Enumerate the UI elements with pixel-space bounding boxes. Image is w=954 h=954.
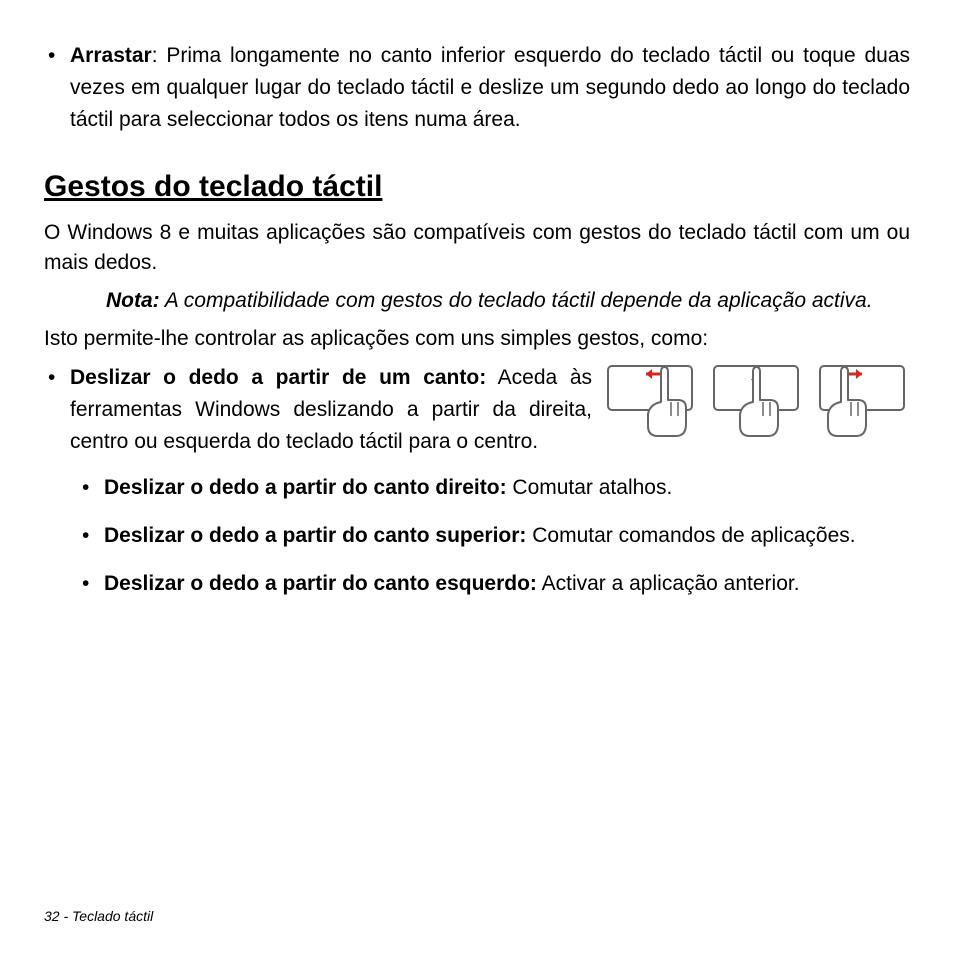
lead-paragraph: Isto permite-lhe controlar as aplicações… bbox=[44, 324, 910, 354]
note-text: A compatibilidade com gestos do teclado … bbox=[160, 289, 873, 312]
bullet-content: Comutar atalhos. bbox=[507, 476, 673, 499]
bullet-marker: • bbox=[44, 40, 70, 72]
swipe-right-icon bbox=[814, 364, 910, 440]
bullet-text: Deslizar o dedo a partir do canto esquer… bbox=[104, 568, 910, 600]
bullet-text: Deslizar o dedo a partir do canto direit… bbox=[104, 472, 910, 504]
note-block: Nota: A compatibilidade com gestos do te… bbox=[106, 286, 910, 316]
bullet-marker: • bbox=[78, 472, 104, 504]
bullet-swipe-left: • Deslizar o dedo a partir do canto esqu… bbox=[78, 568, 910, 600]
bullet-content: : Prima longamente no canto inferior esq… bbox=[70, 44, 910, 131]
bullet-label: Deslizar o dedo a partir do canto esquer… bbox=[104, 572, 537, 595]
bullet-marker: • bbox=[78, 520, 104, 552]
bullet-marker: • bbox=[78, 568, 104, 600]
swipe-left-icon bbox=[602, 364, 698, 440]
bullet-swipe-right: • Deslizar o dedo a partir do canto dire… bbox=[78, 472, 910, 504]
section-heading: Gestos do teclado táctil bbox=[44, 170, 910, 204]
bullet-label: Deslizar o dedo a partir de um canto: bbox=[70, 366, 486, 389]
bullet-marker: • bbox=[44, 362, 70, 394]
note-label: Nota: bbox=[106, 289, 160, 312]
bullet-swipe-top: • Deslizar o dedo a partir do canto supe… bbox=[78, 520, 910, 552]
bullet-label: Deslizar o dedo a partir do canto superi… bbox=[104, 524, 526, 547]
intro-paragraph: O Windows 8 e muitas aplicações são comp… bbox=[44, 218, 910, 278]
bullet-label: Arrastar bbox=[70, 44, 152, 67]
swipe-icons-group bbox=[602, 362, 910, 440]
nested-bullets: • Deslizar o dedo a partir do canto dire… bbox=[78, 472, 910, 600]
bullet-swipe-main: • Deslizar o dedo a partir de um canto: … bbox=[44, 362, 910, 458]
swipe-down-icon bbox=[708, 364, 804, 440]
bullet-text: Deslizar o dedo a partir do canto superi… bbox=[104, 520, 910, 552]
bullet-text: Deslizar o dedo a partir de um canto: Ac… bbox=[70, 362, 602, 458]
bullet-arrastar: • Arrastar: Prima longamente no canto in… bbox=[44, 40, 910, 136]
bullet-content: Comutar comandos de aplicações. bbox=[526, 524, 855, 547]
bullet-text: Arrastar: Prima longamente no canto infe… bbox=[70, 40, 910, 136]
page-footer: 32 - Teclado táctil bbox=[44, 908, 153, 924]
bullet-content: Activar a aplicação anterior. bbox=[537, 572, 800, 595]
bullet-label: Deslizar o dedo a partir do canto direit… bbox=[104, 476, 507, 499]
